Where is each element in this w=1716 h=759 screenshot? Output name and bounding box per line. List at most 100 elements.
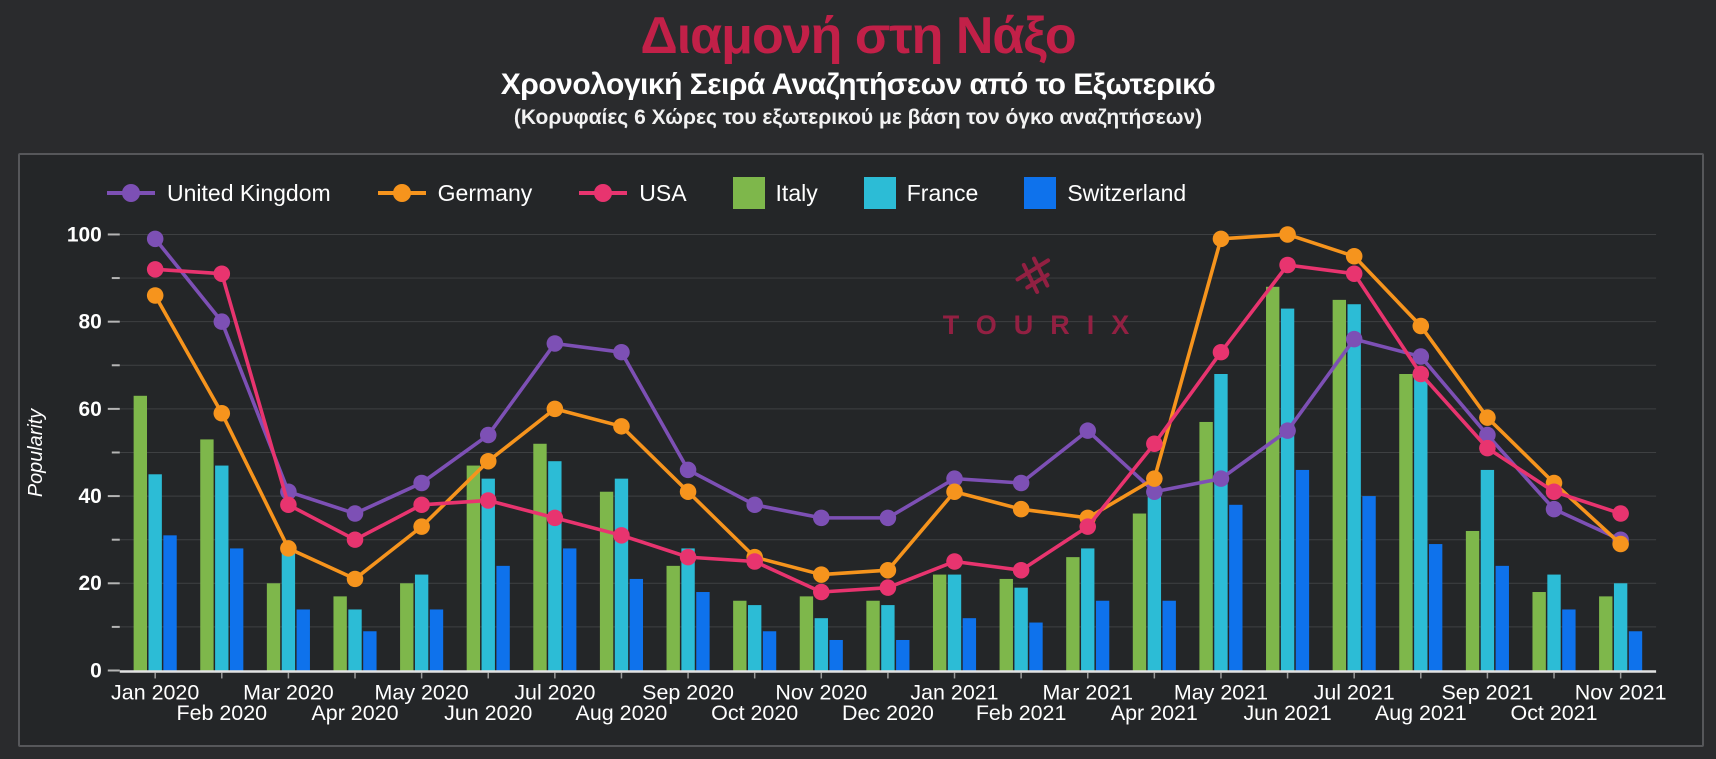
marker-usa	[679, 548, 697, 566]
bar-switzerland	[1162, 600, 1176, 671]
marker-usa	[879, 579, 897, 596]
bar-italy	[133, 395, 147, 671]
legend-square-swatch	[732, 177, 765, 209]
bar-france	[881, 605, 895, 671]
bar-italy	[733, 600, 747, 671]
bar-italy	[1532, 592, 1546, 671]
legend-item-switzerland[interactable]: Switzerland	[1024, 177, 1186, 209]
marker-germany	[1612, 535, 1629, 553]
page-title: Διαμονή στη Νάξο	[640, 7, 1076, 65]
marker-germany	[879, 561, 897, 579]
svg-text:Mar 2020: Mar 2020	[243, 680, 334, 704]
marker-usa	[413, 496, 430, 514]
bar-france	[1081, 548, 1095, 671]
bar-france	[148, 474, 162, 671]
bar-switzerland	[163, 535, 177, 671]
bar-switzerland	[896, 639, 910, 671]
svg-text:Oct 2021: Oct 2021	[1511, 701, 1598, 725]
svg-text:20: 20	[79, 572, 102, 595]
bar-france	[1613, 583, 1628, 671]
marker-united-kingdom	[1279, 422, 1296, 439]
marker-germany	[1412, 317, 1430, 335]
bar-france	[1147, 496, 1162, 671]
legend-label: Switzerland	[1067, 179, 1187, 206]
bar-italy	[266, 583, 281, 671]
bar-france	[1280, 308, 1295, 671]
svg-text:Sep 2020: Sep 2020	[642, 680, 734, 704]
marker-germany	[679, 483, 697, 500]
svg-text:Sep 2021: Sep 2021	[1442, 680, 1534, 704]
marker-united-kingdom	[479, 426, 497, 444]
svg-text:100: 100	[67, 223, 102, 246]
bar-france	[747, 605, 762, 671]
legend-label: United Kingdom	[167, 179, 331, 206]
marker-united-kingdom	[1345, 330, 1363, 348]
bar-switzerland	[363, 631, 377, 671]
bar-italy	[799, 596, 814, 671]
marker-usa	[1612, 505, 1629, 522]
bar-italy	[1066, 557, 1080, 671]
bar-switzerland	[1229, 504, 1243, 671]
bar-switzerland	[296, 609, 310, 671]
marker-usa	[346, 531, 364, 548]
bar-switzerland	[563, 548, 577, 671]
marker-germany	[1279, 226, 1296, 243]
marker-united-kingdom	[613, 343, 630, 361]
watermark: TOURIX	[916, 251, 1156, 341]
marker-united-kingdom	[346, 505, 364, 522]
legend-line-swatch	[107, 184, 155, 202]
page-header: Διαμονή στη Νάξο Χρονολογική Σειρά Αναζη…	[0, 0, 1716, 130]
bar-france	[281, 552, 296, 671]
marker-united-kingdom	[413, 474, 430, 492]
svg-text:60: 60	[79, 398, 102, 421]
marker-united-kingdom	[946, 470, 963, 487]
y-axis-label: Popularity	[25, 408, 47, 497]
bar-italy	[1132, 513, 1147, 671]
legend-item-usa[interactable]: USA	[578, 180, 687, 207]
bar-switzerland	[762, 631, 777, 671]
bar-italy	[533, 443, 547, 671]
svg-text:Feb 2020: Feb 2020	[176, 701, 267, 725]
marker-germany	[213, 404, 231, 422]
marker-usa	[1012, 561, 1030, 579]
bar-italy	[599, 491, 614, 671]
bar-switzerland	[696, 592, 710, 671]
svg-text:Feb 2021: Feb 2021	[976, 701, 1067, 725]
svg-text:Jun 2020: Jun 2020	[444, 701, 532, 725]
svg-text:May 2020: May 2020	[375, 680, 469, 704]
legend-line-swatch	[579, 184, 628, 202]
watermark-text: TOURIX	[942, 310, 1147, 340]
bar-france	[681, 548, 695, 671]
legend-item-italy[interactable]: Italy	[732, 177, 818, 209]
chart-note: (Κορυφαίες 6 Χώρες του εξωτερικού με βάσ…	[513, 106, 1203, 129]
bar-italy	[1332, 299, 1347, 671]
bar-switzerland	[229, 548, 244, 671]
marker-germany	[813, 566, 830, 583]
marker-usa	[813, 583, 830, 601]
marker-united-kingdom	[1012, 474, 1030, 492]
bar-italy	[400, 583, 414, 671]
bar-france	[414, 574, 429, 671]
legend-square-swatch	[1024, 177, 1057, 209]
bar-switzerland	[1295, 469, 1310, 671]
bar-france	[348, 609, 362, 671]
marker-united-kingdom	[546, 335, 564, 352]
marker-usa	[479, 492, 497, 509]
legend-item-united-kingdom[interactable]: United Kingdom	[106, 180, 331, 207]
svg-text:Jul 2020: Jul 2020	[514, 680, 595, 704]
bar-france	[1547, 574, 1561, 671]
bar-france	[614, 478, 629, 671]
bar-italy	[1199, 421, 1213, 671]
legend-item-germany[interactable]: Germany	[377, 180, 532, 207]
bar-italy	[1465, 530, 1480, 671]
marker-germany	[346, 570, 364, 588]
marker-usa	[946, 553, 963, 570]
legend-item-france[interactable]: France	[863, 177, 978, 209]
marker-usa	[1146, 435, 1163, 453]
bar-switzerland	[1029, 622, 1043, 671]
bar-france	[548, 461, 562, 671]
bar-italy	[866, 600, 880, 671]
marker-germany	[1212, 230, 1230, 248]
marker-united-kingdom	[679, 461, 697, 479]
marker-germany	[280, 540, 297, 557]
